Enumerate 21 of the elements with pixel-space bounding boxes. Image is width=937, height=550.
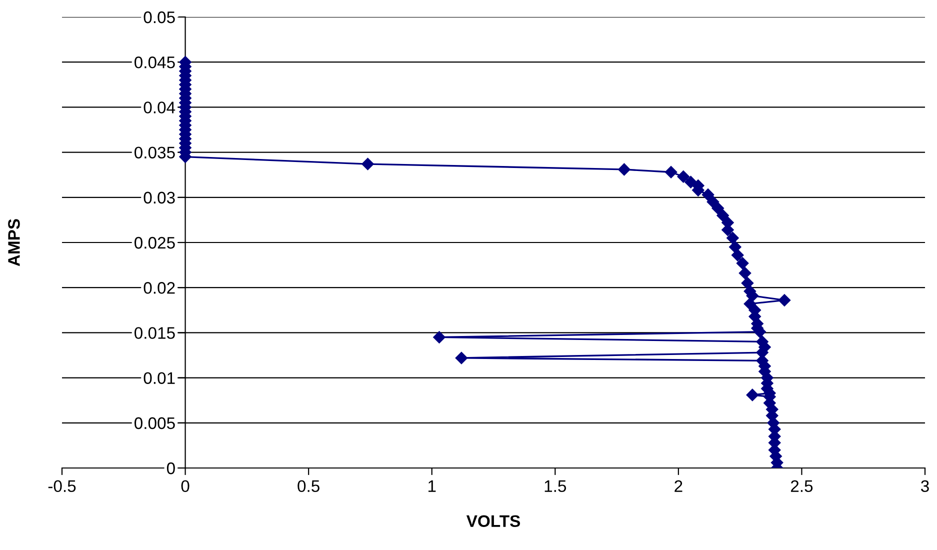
x-tick-label: 1.5 — [544, 480, 566, 492]
y-tick-label: 0.02 — [144, 282, 175, 294]
x-tick-label: 2.5 — [790, 480, 813, 492]
x-tick-label: 2 — [674, 480, 682, 492]
y-tick-label: 0.045 — [134, 56, 175, 68]
y-tick-label: 0.005 — [134, 417, 175, 430]
x-tick-label: 0.5 — [298, 480, 320, 492]
x-axis-title: VOLTS — [466, 515, 520, 528]
y-tick-label: 0.035 — [134, 146, 175, 159]
y-axis-title: AMPS — [8, 219, 20, 266]
y-tick-label: 0.03 — [144, 192, 175, 204]
y-tick-label: 0 — [166, 462, 175, 474]
y-tick-label: 0.015 — [134, 327, 175, 339]
y-tick-label: 0.025 — [134, 236, 175, 249]
y-tick-label: 0.01 — [144, 372, 175, 384]
x-tick-label: 3 — [921, 480, 929, 492]
x-tick-label: -0.5 — [48, 480, 76, 492]
x-tick-label: 0 — [181, 480, 190, 492]
y-tick-label: 0.04 — [144, 102, 176, 114]
x-tick-label: 1 — [428, 480, 436, 492]
y-tick-label: 0.05 — [144, 11, 175, 24]
